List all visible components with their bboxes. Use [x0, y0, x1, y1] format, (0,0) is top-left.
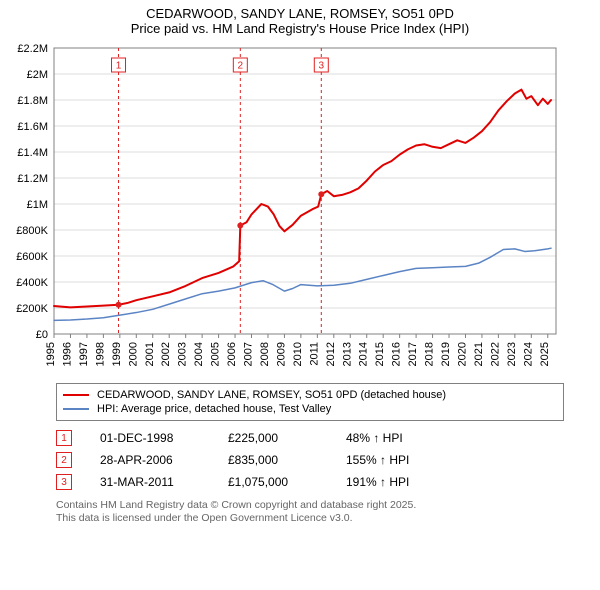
sale-hpi: 155% ↑ HPI: [346, 453, 409, 467]
svg-text:2021: 2021: [473, 342, 485, 366]
sale-badge: 3: [56, 474, 72, 490]
svg-text:2003: 2003: [177, 342, 189, 366]
svg-text:2013: 2013: [341, 342, 353, 366]
svg-text:£600K: £600K: [16, 251, 48, 263]
license-text: Contains HM Land Registry data © Crown c…: [56, 499, 564, 525]
legend: CEDARWOOD, SANDY LANE, ROMSEY, SO51 0PD …: [56, 383, 564, 421]
license-line-2: This data is licensed under the Open Gov…: [56, 512, 564, 525]
svg-text:2012: 2012: [325, 342, 337, 366]
svg-text:£1.8M: £1.8M: [17, 95, 48, 107]
svg-text:£2.2M: £2.2M: [17, 43, 48, 55]
svg-text:2020: 2020: [456, 342, 468, 366]
svg-text:2018: 2018: [424, 342, 436, 366]
svg-text:2010: 2010: [292, 342, 304, 366]
svg-text:1997: 1997: [78, 342, 90, 366]
sale-price: £225,000: [228, 431, 318, 445]
svg-text:1998: 1998: [94, 342, 106, 366]
svg-text:£200K: £200K: [16, 303, 48, 315]
legend-swatch: [63, 394, 89, 396]
svg-text:£2M: £2M: [27, 69, 48, 81]
svg-text:2014: 2014: [358, 342, 370, 366]
sale-row: 2 28-APR-2006 £835,000 155% ↑ HPI: [56, 449, 564, 471]
svg-text:3: 3: [319, 61, 325, 72]
svg-text:2001: 2001: [144, 342, 156, 366]
svg-text:1995: 1995: [45, 342, 57, 366]
svg-text:2007: 2007: [243, 342, 255, 366]
svg-text:£400K: £400K: [16, 277, 48, 289]
sales-table: 1 01-DEC-1998 £225,000 48% ↑ HPI 2 28-APR-200…: [56, 427, 564, 493]
svg-text:2022: 2022: [489, 342, 501, 366]
sale-row: 3 31-MAR-2011 £1,075,000 191% ↑ HPI: [56, 471, 564, 493]
svg-text:£0: £0: [36, 329, 48, 341]
svg-text:2008: 2008: [259, 342, 271, 366]
svg-text:£1.2M: £1.2M: [17, 173, 48, 185]
svg-text:2019: 2019: [440, 342, 452, 366]
sale-price: £835,000: [228, 453, 318, 467]
svg-text:2016: 2016: [391, 342, 403, 366]
chart-subtitle: Price paid vs. HM Land Registry's House …: [8, 21, 592, 36]
legend-label: CEDARWOOD, SANDY LANE, ROMSEY, SO51 0PD …: [97, 389, 446, 401]
legend-label: HPI: Average price, detached house, Test…: [97, 403, 331, 415]
svg-text:2000: 2000: [127, 342, 139, 366]
svg-text:1996: 1996: [61, 342, 73, 366]
svg-text:2: 2: [238, 61, 244, 72]
svg-text:2024: 2024: [522, 342, 534, 366]
sale-badge: 2: [56, 452, 72, 468]
legend-item: CEDARWOOD, SANDY LANE, ROMSEY, SO51 0PD …: [63, 388, 557, 402]
svg-text:2006: 2006: [226, 342, 238, 366]
license-line-1: Contains HM Land Registry data © Crown c…: [56, 499, 564, 512]
svg-text:2002: 2002: [160, 342, 172, 366]
svg-text:£800K: £800K: [16, 225, 48, 237]
sale-hpi: 191% ↑ HPI: [346, 475, 409, 489]
svg-text:1999: 1999: [111, 342, 123, 366]
chart-area: £0 £200K £400K £600K £800K £1M £1.2M £1.4M £1.6M…: [8, 42, 592, 377]
sale-price: £1,075,000: [228, 475, 318, 489]
sale-hpi: 48% ↑ HPI: [346, 431, 403, 445]
svg-text:2004: 2004: [193, 342, 205, 366]
svg-text:£1.6M: £1.6M: [17, 121, 48, 133]
svg-text:2025: 2025: [539, 342, 551, 366]
chart-title: CEDARWOOD, SANDY LANE, ROMSEY, SO51 0PD: [8, 6, 592, 21]
sale-date: 28-APR-2006: [100, 453, 200, 467]
svg-text:1: 1: [116, 61, 122, 72]
svg-text:2015: 2015: [374, 342, 386, 366]
sale-date: 31-MAR-2011: [100, 475, 200, 489]
legend-swatch: [63, 408, 89, 410]
svg-text:2011: 2011: [308, 342, 320, 366]
line-chart: £0 £200K £400K £600K £800K £1M £1.2M £1.4M £1.6M…: [8, 42, 568, 372]
svg-text:£1.4M: £1.4M: [17, 147, 48, 159]
svg-text:2017: 2017: [407, 342, 419, 366]
legend-item: HPI: Average price, detached house, Test…: [63, 402, 557, 416]
svg-text:£1M: £1M: [27, 199, 48, 211]
svg-text:2005: 2005: [210, 342, 222, 366]
svg-text:2023: 2023: [506, 342, 518, 366]
svg-text:2009: 2009: [275, 342, 287, 366]
sale-date: 01-DEC-1998: [100, 431, 200, 445]
sale-badge: 1: [56, 430, 72, 446]
sale-row: 1 01-DEC-1998 £225,000 48% ↑ HPI: [56, 427, 564, 449]
